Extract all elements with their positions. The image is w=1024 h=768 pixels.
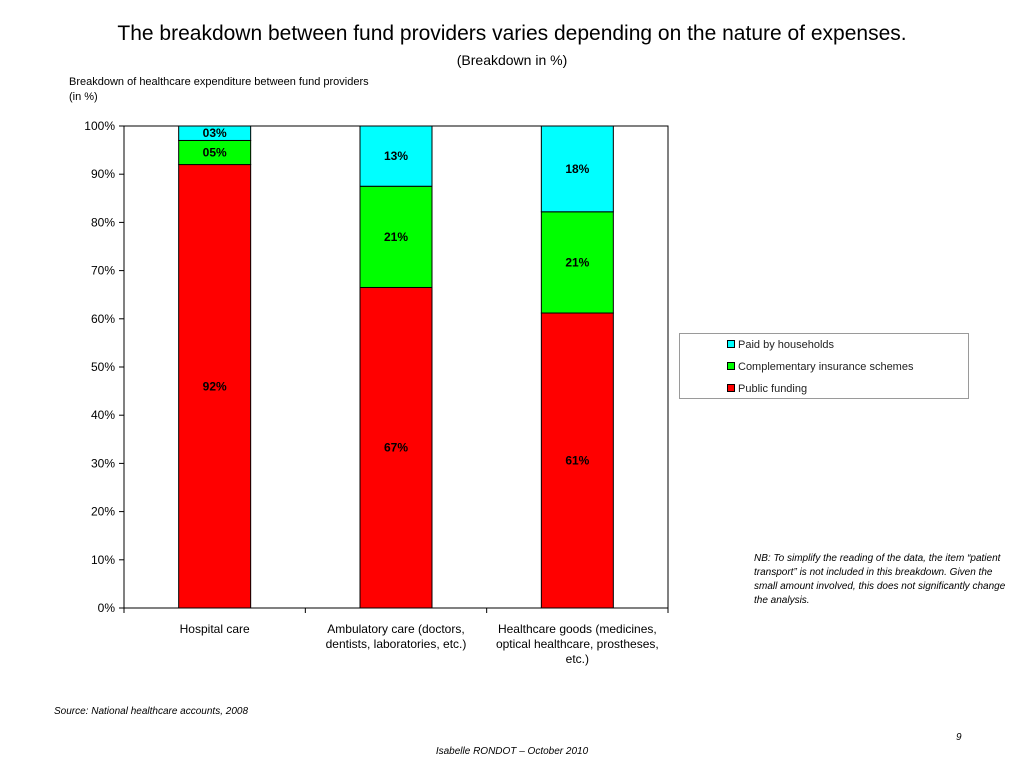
legend-item-households: Paid by households — [727, 337, 834, 353]
legend-swatch-households — [727, 340, 735, 349]
legend-label-complementary: Complementary insurance schemes — [738, 361, 914, 373]
data-label: 03% — [203, 126, 227, 140]
y-tick-label: 80% — [91, 215, 115, 229]
bar-segment — [178, 125, 252, 141]
y-tick-label: 90% — [91, 167, 115, 181]
x-tick-label: etc.) — [566, 652, 589, 666]
x-tick-label: dentists, laboratories, etc.) — [326, 637, 467, 651]
bar-segment — [359, 185, 433, 288]
chart-caption-line2: (in %) — [69, 91, 98, 103]
legend-swatch-public — [727, 384, 735, 393]
source-note: Source: National healthcare accounts, 20… — [54, 706, 249, 717]
bar-segment — [359, 286, 433, 609]
y-tick-label: 70% — [91, 264, 115, 278]
bar-segment — [178, 139, 252, 166]
bar-segment — [540, 312, 614, 609]
page-number: 9 — [956, 732, 962, 743]
data-label: 67% — [384, 441, 408, 455]
legend-swatch-complementary — [727, 362, 735, 371]
data-label: 21% — [565, 255, 589, 269]
footer-author: Isabelle RONDOT – October 2010 — [435, 746, 589, 757]
y-tick-label: 20% — [91, 505, 115, 519]
bar-segment — [359, 125, 433, 187]
data-label: 05% — [203, 146, 227, 160]
chart-legend: Paid by households Complementary insuran… — [679, 333, 969, 399]
y-tick-label: 100% — [84, 119, 115, 133]
bar-segment — [178, 164, 252, 609]
x-tick-label: optical healthcare, prostheses, — [496, 637, 659, 651]
slide-title: The breakdown between fund providers var… — [117, 22, 907, 45]
data-label: 61% — [565, 454, 589, 468]
legend-item-complementary: Complementary insurance schemes — [727, 359, 913, 375]
legend-item-public: Public funding — [727, 381, 807, 397]
data-label: 21% — [384, 230, 408, 244]
data-label: 92% — [203, 379, 227, 393]
chart-caption: Breakdown of healthcare expenditure betw… — [69, 75, 449, 105]
y-tick-label: 50% — [91, 360, 115, 374]
y-tick-label: 40% — [91, 408, 115, 422]
x-tick-label: Ambulatory care (doctors, — [327, 622, 464, 636]
bar-segment — [540, 125, 614, 213]
data-label: 18% — [565, 162, 589, 176]
chart-caption-line1: Breakdown of healthcare expenditure betw… — [69, 76, 369, 88]
bar-segment — [540, 211, 614, 314]
legend-label-public: Public funding — [738, 383, 808, 395]
slide-subtitle: (Breakdown in %) — [456, 52, 568, 68]
data-label: 13% — [384, 149, 408, 163]
y-tick-label: 60% — [91, 312, 115, 326]
x-tick-label: Healthcare goods (medicines, — [498, 622, 657, 636]
legend-label-households: Paid by households — [738, 339, 835, 351]
y-tick-label: 10% — [91, 553, 115, 567]
y-tick-label: 30% — [91, 456, 115, 470]
x-tick-label: Hospital care — [180, 622, 250, 636]
y-tick-label: 0% — [98, 601, 116, 615]
chart-note: NB: To simplify the reading of the data,… — [754, 553, 1006, 606]
